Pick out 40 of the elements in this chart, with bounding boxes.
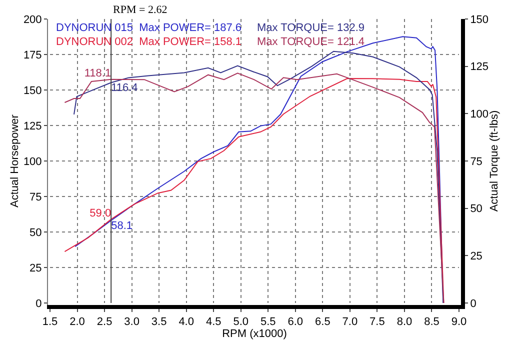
y2-tick-label: 75 <box>470 156 482 168</box>
x-tick-label: 3.0 <box>124 316 140 328</box>
y-tick-label: 0 <box>36 298 42 310</box>
y2-tick-label: 50 <box>470 203 482 216</box>
y2-axis-title: Actual Torque (ft-lbs) <box>488 110 501 212</box>
y-tick-label: 175 <box>23 49 42 62</box>
annotation: Max TORQUE= 132.9 <box>257 22 365 34</box>
x-tick-label: 2.0 <box>70 316 85 328</box>
x-tick-label: 8.5 <box>424 316 440 328</box>
y-tick-label: 50 <box>30 226 42 239</box>
x-tick-label: 6.0 <box>288 316 304 328</box>
y2-tick-label: 0 <box>470 298 476 310</box>
y-tick-label: 100 <box>23 156 42 168</box>
y-tick-label: 125 <box>23 120 42 132</box>
x-tick-label: 5.5 <box>260 316 276 328</box>
y2-tick-label: 150 <box>470 14 489 26</box>
x-tick-label: 5.0 <box>233 316 249 328</box>
x-tick-label: 3.5 <box>151 316 167 328</box>
y-tick-label: 25 <box>30 262 42 274</box>
ref-line-label: RPM = 2.62 <box>113 4 168 16</box>
y-tick-label: 150 <box>23 84 42 97</box>
x-axis-title: RPM (x1000) <box>222 328 287 340</box>
y2-tick-label: 100 <box>470 108 489 121</box>
x-tick-label: 1.5 <box>42 316 58 328</box>
x-tick-label: 7.0 <box>342 316 358 328</box>
x-tick-label: 4.5 <box>206 316 222 328</box>
x-tick-label: 9.0 <box>451 316 467 328</box>
data-label: 58.1 <box>111 220 132 232</box>
y2-tick-label: 25 <box>470 250 482 263</box>
y-axis-title: Actual Horsepower <box>9 114 22 208</box>
x-tick-label: 7.5 <box>370 316 385 328</box>
annotation: Max TORQUE= 121.4 <box>257 36 365 48</box>
y-tick-label: 75 <box>30 191 42 204</box>
x-tick-label: 2.5 <box>96 316 112 328</box>
y-tick-label: 200 <box>23 14 42 26</box>
x-tick-label: 6.5 <box>315 316 330 328</box>
data-label: 116.4 <box>111 82 138 94</box>
x-tick-label: 4.0 <box>178 316 194 328</box>
y2-tick-label: 125 <box>470 61 489 74</box>
x-tick-label: 8.0 <box>396 316 412 328</box>
